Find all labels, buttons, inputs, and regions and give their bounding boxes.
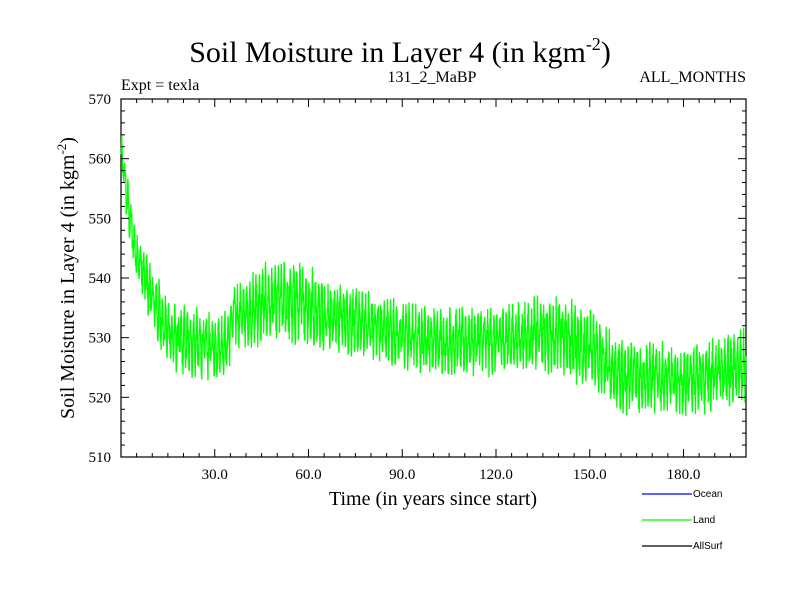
- legend-label-allsurf: AllSurf: [693, 541, 723, 552]
- series-layer: [120, 134, 747, 417]
- x-tick-label: 60.0: [295, 467, 321, 483]
- ticks-layer: 510 520 530 540 550 560 570 30.0 60.0 90.0 120.0 15…: [89, 92, 747, 483]
- y-tick-label: 550: [89, 211, 112, 227]
- chart-title: Soil Moisture in Layer 4 (in kgm-2): [189, 34, 611, 69]
- subtitle-right: ALL_MONTHS: [639, 69, 746, 86]
- y-tick-label: 510: [89, 450, 112, 466]
- y-tick-label: 530: [89, 331, 112, 347]
- x-tick-label: 150.0: [573, 467, 607, 483]
- y-tick-label: 520: [89, 390, 112, 406]
- plot-frame: [120, 98, 747, 458]
- x-axis-label: Time (in years since start): [329, 488, 537, 510]
- y-axis-label: Soil Moisture in Layer 4 (in kgm-2): [54, 137, 79, 419]
- subtitle-center: 131_2_MaBP: [388, 69, 477, 86]
- x-tick-label: 90.0: [389, 467, 415, 483]
- x-tick-label: 180.0: [667, 467, 701, 483]
- legend-label-land: Land: [693, 515, 715, 526]
- y-tick-label: 560: [89, 152, 112, 168]
- legend-label-ocean: Ocean: [693, 489, 722, 500]
- subtitle-left: Expt = texla: [121, 77, 199, 94]
- x-tick-label: 30.0: [202, 467, 228, 483]
- legend: Ocean Land AllSurf: [642, 489, 723, 552]
- x-tick-label: 120.0: [479, 467, 513, 483]
- series-land-line: [120, 134, 747, 417]
- y-tick-label: 540: [89, 271, 112, 287]
- y-tick-label: 570: [89, 92, 112, 108]
